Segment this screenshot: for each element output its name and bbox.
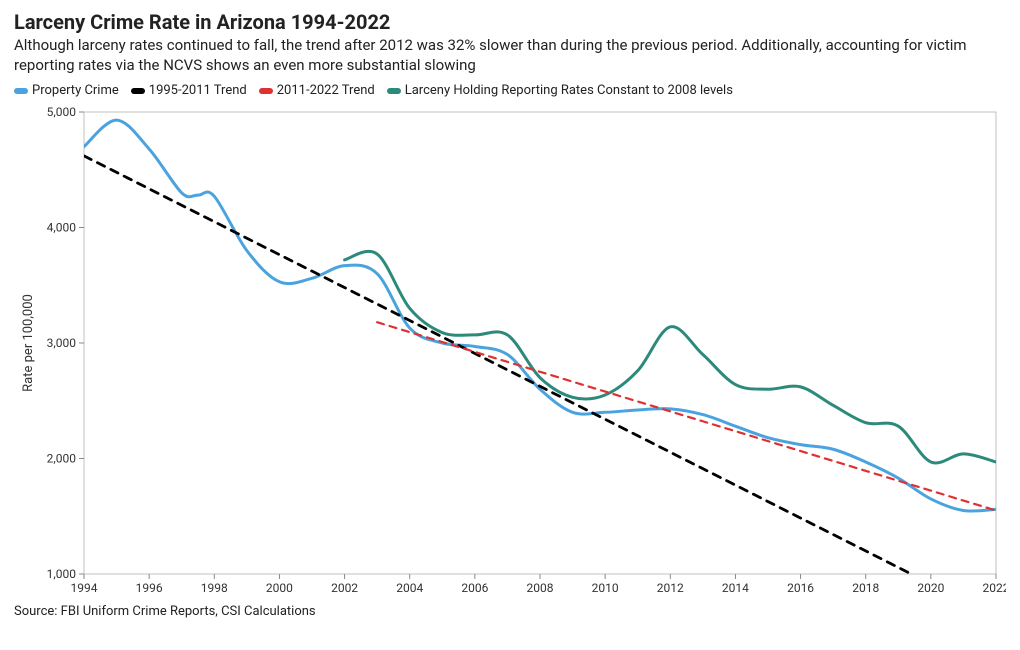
legend-swatch (387, 88, 401, 94)
svg-text:2000: 2000 (266, 581, 293, 595)
legend-label: 1995-2011 Trend (149, 83, 247, 98)
svg-text:2,000: 2,000 (47, 452, 77, 466)
svg-text:Rate per 100,000: Rate per 100,000 (21, 294, 36, 392)
svg-text:2006: 2006 (461, 581, 488, 595)
svg-text:2002: 2002 (331, 581, 358, 595)
svg-text:2014: 2014 (722, 581, 749, 595)
chart-subtitle: Although larceny rates continued to fall… (14, 36, 1006, 75)
svg-text:2004: 2004 (396, 581, 423, 595)
legend-label: 2011-2022 Trend (277, 83, 375, 98)
svg-text:2020: 2020 (917, 581, 944, 595)
svg-text:1994: 1994 (71, 581, 98, 595)
svg-text:1,000: 1,000 (47, 567, 77, 581)
svg-text:3,000: 3,000 (47, 336, 77, 350)
chart-title: Larceny Crime Rate in Arizona 1994-2022 (14, 10, 1006, 34)
chart-svg: 1,000 2,000 3,000 4,000 5,000 Rate per 100,00… (14, 102, 1006, 602)
legend-item: Property Crime (14, 83, 119, 98)
series-trend2 (377, 322, 996, 510)
svg-text:2010: 2010 (592, 581, 619, 595)
legend-label: Larceny Holding Reporting Rates Constant… (405, 83, 733, 98)
svg-text:2016: 2016 (787, 581, 814, 595)
svg-text:2018: 2018 (852, 581, 879, 595)
svg-text:2008: 2008 (527, 581, 554, 595)
chart-container: Larceny Crime Rate in Arizona 1994-2022 … (0, 0, 1020, 650)
legend-item: Larceny Holding Reporting Rates Constant… (387, 83, 733, 98)
svg-text:1998: 1998 (201, 581, 228, 595)
legend-label: Property Crime (32, 83, 119, 98)
chart-legend: Property Crime 1995-2011 Trend 2011-2022 T… (14, 83, 1006, 98)
svg-text:2012: 2012 (657, 581, 684, 595)
svg-text:5,000: 5,000 (47, 105, 77, 119)
svg-text:2022: 2022 (983, 581, 1006, 595)
chart-plot-area: 1,000 2,000 3,000 4,000 5,000 Rate per 100,00… (14, 102, 1006, 602)
chart-source: Source: FBI Uniform Crime Reports, CSI C… (14, 604, 1006, 619)
legend-swatch (14, 88, 28, 94)
legend-swatch (131, 88, 145, 94)
series-larceny_adj (345, 251, 996, 463)
svg-text:4,000: 4,000 (47, 221, 77, 235)
series-trend1 (84, 156, 911, 574)
series-property (84, 120, 996, 511)
svg-text:1996: 1996 (136, 581, 163, 595)
legend-item: 1995-2011 Trend (131, 83, 247, 98)
legend-swatch (259, 88, 273, 94)
legend-item: 2011-2022 Trend (259, 83, 375, 98)
